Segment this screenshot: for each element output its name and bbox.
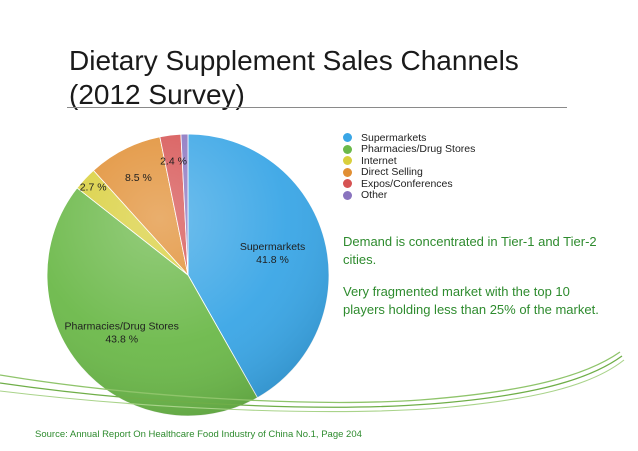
legend-swatch-other: [343, 190, 352, 200]
legend-item-expos: Expos/Conferences: [343, 178, 475, 190]
legend-swatch-direct-selling: [343, 167, 352, 177]
slide-title-line2: (2012 Survey): [69, 79, 245, 110]
slice-label-pharmacies-name: Pharmacies/Drug Stores: [65, 320, 179, 332]
source-note: Source: Annual Report On Healthcare Food…: [35, 429, 362, 440]
slice-label-direct-selling-value: 8.5 %: [125, 172, 152, 184]
slice-label-expos-value: 2.4 %: [160, 155, 187, 167]
legend-item-supermarkets: Supermarkets: [343, 132, 475, 144]
chart-legend: Supermarkets Pharmacies/Drug Stores Intern…: [343, 132, 475, 201]
legend-item-pharmacies: Pharmacies/Drug Stores: [343, 143, 476, 156]
note-demand: Demand is concentrated in Tier-1 and Tie…: [343, 234, 597, 267]
legend-label-internet: Internet: [361, 154, 397, 167]
legend-label-supermarkets: Supermarkets: [361, 131, 427, 144]
slice-label-supermarkets-value: 41.8 %: [256, 254, 289, 266]
slide-title: Dietary Supplement Sales Channels (2012 …: [69, 44, 569, 112]
legend-label-other: Other: [361, 189, 388, 202]
slice-label-supermarkets-name: Supermarkets: [240, 241, 305, 253]
slide-title-line1: Dietary Supplement Sales Channels: [69, 45, 519, 76]
legend-item-other: Other: [343, 189, 475, 202]
slice-label-internet-value: 2.7 %: [80, 181, 107, 193]
note-fragmented: Very fragmented market with the top 10 p…: [343, 284, 599, 317]
legend-label-expos: Expos/Conferences: [361, 177, 453, 190]
slice-label-pharmacies-value: 43.8 %: [105, 333, 138, 345]
legend-swatch-expos: [343, 179, 352, 189]
legend-swatch-supermarkets: [343, 133, 352, 143]
legend-swatch-pharmacies: [343, 144, 352, 154]
legend-item-direct-selling: Direct Selling: [343, 166, 475, 179]
legend-swatch-internet: [343, 156, 352, 166]
title-divider: [67, 107, 567, 108]
legend-label-pharmacies: Pharmacies/Drug Stores: [361, 143, 476, 156]
legend-item-internet: Internet: [343, 155, 475, 167]
legend-label-direct-selling: Direct Selling: [361, 166, 423, 179]
